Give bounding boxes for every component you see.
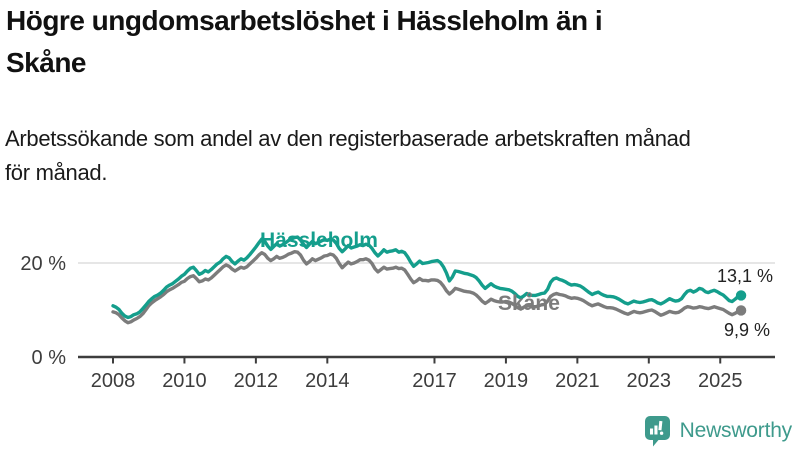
brand-name: Newsworthy [679, 419, 793, 442]
line-chart: 20 % 0 % 2008 2010 2012 2014 2017 2019 2021 2023 2… [20, 229, 775, 392]
x-axis-label: 2012 [234, 370, 279, 392]
bar-chart-speech-bubble-icon [644, 416, 670, 447]
series-line-0 [111, 235, 743, 320]
newsworthy-logo[interactable]: Newsworthy [644, 415, 792, 447]
page-title-line2: Skåne [6, 47, 87, 78]
x-axis-label: 2008 [91, 370, 136, 392]
x-axis-label: 2019 [484, 370, 529, 392]
y-axis-label: 0 % [32, 347, 67, 369]
chart-description-line1: Arbetssökande som andel av den registerb… [5, 126, 691, 151]
x-axis-label: 2017 [412, 370, 457, 392]
page-title: Högre ungdomsarbetslöshet i Hässleholm ä… [6, 0, 603, 84]
series-end-dot-0 [735, 290, 747, 301]
x-axis-label: 2014 [305, 370, 350, 392]
x-axis-label: 2021 [555, 370, 600, 392]
end-value-label-0: 13,1 % [717, 266, 773, 286]
x-axis-label: 2025 [698, 370, 743, 392]
y-axis-label: 20 % [20, 253, 66, 275]
x-axis-label: 2010 [162, 370, 207, 392]
x-axis-label: 2023 [627, 370, 672, 392]
page-title-line1: Högre ungdomsarbetslöshet i Hässleholm ä… [6, 5, 603, 36]
end-value-label-1: 9,9 % [724, 320, 770, 340]
chart-description-line2: för månad. [5, 160, 108, 185]
series-line-1 [111, 250, 743, 325]
chart-description: Arbetssökande som andel av den registerb… [5, 122, 691, 190]
series-end-dot-1 [735, 305, 747, 316]
series-label-1: Skåne [498, 292, 560, 315]
series-label-0: Hässleholm [260, 229, 378, 252]
